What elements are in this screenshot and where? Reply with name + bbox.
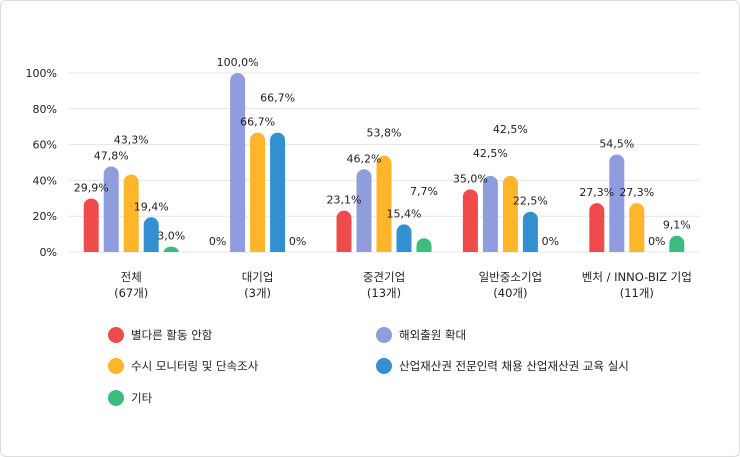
category-label: (11개) xyxy=(620,286,654,300)
data-label: 19,4% xyxy=(134,200,169,213)
data-label: 66,7% xyxy=(260,92,295,105)
data-label: 27,3% xyxy=(619,186,654,199)
data-label: 27,3% xyxy=(579,186,614,199)
y-tick-label: 0% xyxy=(40,246,57,259)
bar xyxy=(609,154,625,252)
y-tick-label: 20% xyxy=(33,210,57,223)
legend-marker xyxy=(376,327,392,343)
data-label: 47,8% xyxy=(94,149,129,162)
bar xyxy=(396,224,412,252)
bar xyxy=(502,175,518,252)
data-label: 29,9% xyxy=(74,181,109,194)
bar xyxy=(123,174,139,252)
data-label: 53,8% xyxy=(367,127,402,140)
data-label: 23,1% xyxy=(327,194,362,207)
data-label: 0% xyxy=(648,235,665,248)
category-label: 일반중소기업 xyxy=(479,270,542,284)
data-label: 22,5% xyxy=(513,195,548,208)
data-label: 15,4% xyxy=(387,207,422,220)
bar xyxy=(416,238,432,252)
data-label: 9,1% xyxy=(663,219,691,232)
data-label: 0% xyxy=(542,235,559,248)
bar xyxy=(83,198,99,252)
data-label: 35,0% xyxy=(453,172,488,185)
y-tick-label: 80% xyxy=(33,103,57,116)
category-label: 벤처 / INNO-BIZ 기업 xyxy=(582,270,692,284)
bar xyxy=(629,203,645,252)
bar xyxy=(356,169,372,252)
data-label: 100,0% xyxy=(217,56,259,69)
data-label: 43,3% xyxy=(114,133,149,146)
bar xyxy=(462,189,478,252)
legend-marker xyxy=(108,358,124,374)
bar xyxy=(669,235,685,252)
bar xyxy=(103,166,119,252)
bar xyxy=(270,132,286,252)
bar xyxy=(163,246,179,252)
data-label: 66,7% xyxy=(240,116,275,129)
category-label: 중견기업 xyxy=(363,270,405,284)
category-label: 전체 xyxy=(121,270,142,284)
bar xyxy=(250,132,266,252)
category-label: (67개) xyxy=(114,286,148,300)
data-label: 46,2% xyxy=(347,152,382,165)
y-tick-label: 40% xyxy=(33,174,57,187)
y-tick-label: 100% xyxy=(26,67,57,80)
data-label: 42,5% xyxy=(473,147,508,160)
data-label: 0% xyxy=(289,235,306,248)
legend-marker xyxy=(376,358,392,374)
bar xyxy=(522,211,538,252)
legend-marker xyxy=(108,327,124,343)
legend-label: 해외출원 확대 xyxy=(399,328,466,342)
category-label: 대기업 xyxy=(242,270,274,284)
data-label: 54,5% xyxy=(599,137,634,150)
legend-marker xyxy=(108,390,124,406)
legend-label: 수시 모니터링 및 단속조사 xyxy=(131,359,259,373)
category-label: (40개) xyxy=(493,286,527,300)
bar xyxy=(589,203,605,252)
bar xyxy=(376,155,392,252)
category-label: (3개) xyxy=(244,286,271,300)
data-label: 0% xyxy=(209,235,226,248)
bar xyxy=(230,73,246,252)
bar xyxy=(482,175,498,252)
legend-label: 산업재산권 전문인력 채용 산업재산권 교육 실시 xyxy=(399,359,629,373)
legend-label: 별다른 활동 안함 xyxy=(131,328,213,342)
y-tick-label: 60% xyxy=(33,139,57,152)
data-label: 7,7% xyxy=(410,185,438,198)
bar xyxy=(336,210,352,252)
data-label: 42,5% xyxy=(493,123,528,136)
category-label: (13개) xyxy=(367,286,401,300)
data-label: 3,0% xyxy=(157,230,185,243)
legend-label: 기타 xyxy=(131,391,153,405)
bar xyxy=(143,217,159,252)
